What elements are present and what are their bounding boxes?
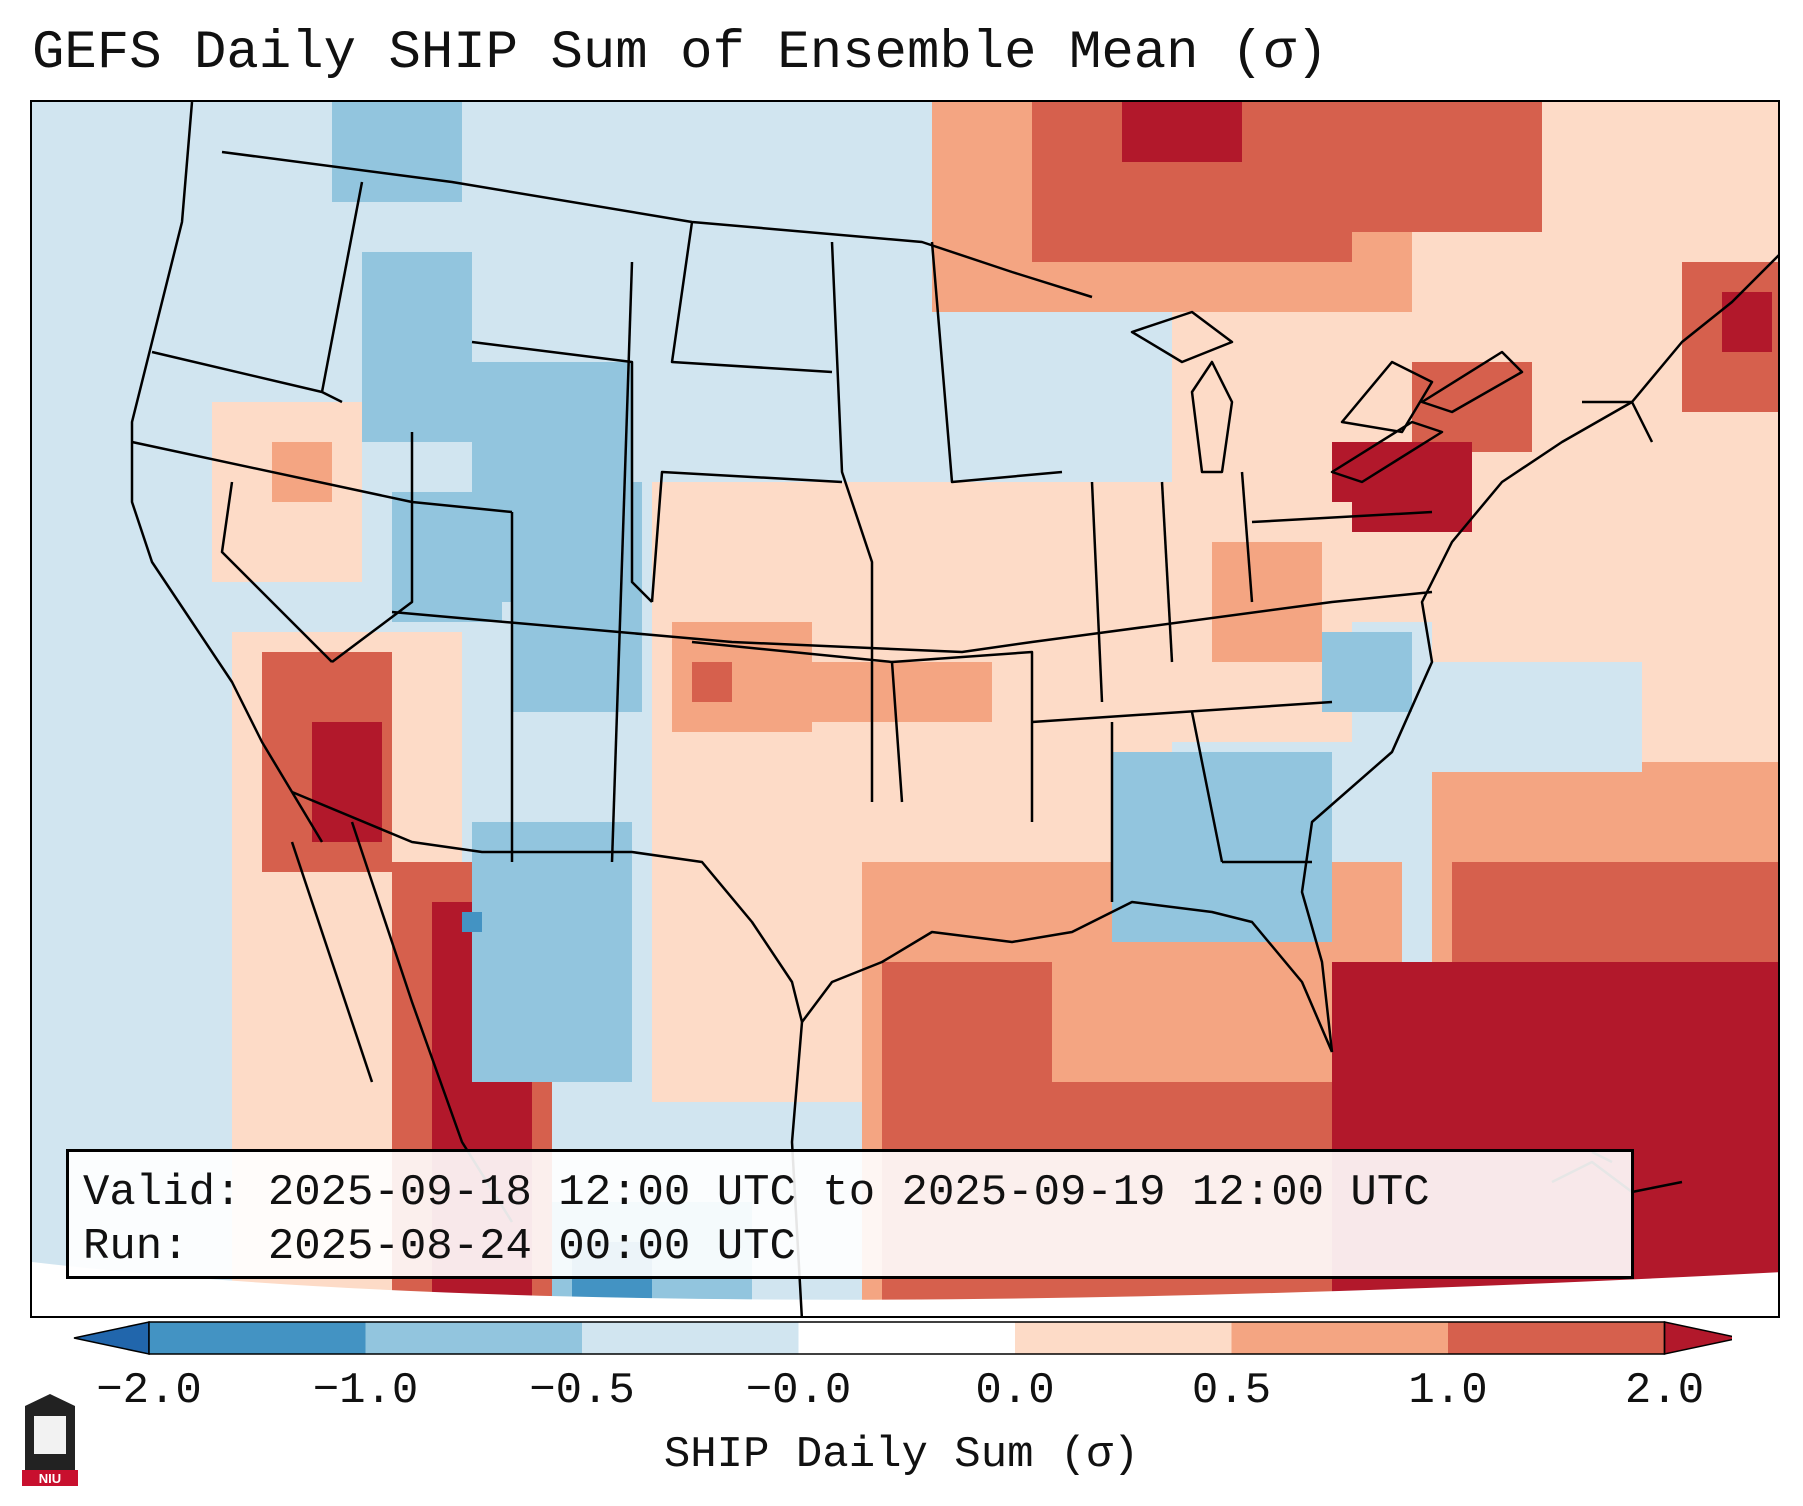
east-coast — [1300, 254, 1778, 1053]
state-line-37n — [391, 590, 1433, 654]
lake-huron — [1340, 360, 1434, 434]
colorbar — [73, 1321, 1732, 1355]
colorbar-tick-label: 0.0 — [975, 1366, 1055, 1416]
figure-title: GEFS Daily SHIP Sum of Ensemble Mean (σ) — [32, 23, 1329, 84]
state-line-nm-tx — [610, 261, 634, 863]
valid-run-box: Valid: 2025-09-18 12:00 UTC to 2025-09-1… — [66, 1149, 1634, 1279]
colorbar-segment — [798, 1322, 1015, 1354]
state-line-ar — [891, 650, 1034, 822]
baja-peninsula — [290, 841, 374, 1083]
colorbar-tick-label: 1.0 — [1408, 1366, 1488, 1416]
colorbar-segment — [149, 1322, 366, 1354]
colorbar-extend-high — [1663, 1321, 1732, 1355]
state-line-oh — [1240, 471, 1254, 603]
colorbar-label: SHIP Daily Sum (σ) — [663, 1430, 1140, 1480]
niu-logo-window — [34, 1416, 66, 1454]
anomaly-sonora-neg — [472, 822, 632, 1082]
map-svg — [32, 102, 1778, 1316]
state-line-in — [1160, 481, 1174, 663]
state-line-mo-ok — [830, 241, 874, 802]
map-panel — [30, 100, 1780, 1318]
state-line-il — [1090, 481, 1104, 703]
anomaly-quebec — [1342, 102, 1542, 232]
niu-logo: NIU — [22, 1394, 78, 1486]
lake-erie — [1330, 420, 1444, 484]
state-line-mn-ia — [930, 241, 1063, 484]
colorbar-segment — [1015, 1322, 1232, 1354]
anomaly-sonora-strong — [462, 912, 482, 932]
anomaly-utah-neg — [392, 492, 502, 622]
state-line-id — [320, 181, 364, 393]
anomaly-carolina-coast-neutral — [1412, 662, 1642, 772]
lake-superior — [1130, 310, 1234, 364]
anomaly-virginia-neg — [1322, 632, 1412, 712]
projection-edge — [32, 1262, 1778, 1316]
state-line-new-england — [1582, 400, 1654, 443]
anomaly-socal-core — [312, 722, 382, 842]
valid-label: Valid: — [83, 1168, 242, 1218]
valid-line: Valid: 2025-09-18 12:00 UTC to 2025-09-1… — [83, 1166, 1631, 1220]
anomaly-ontario-core — [1122, 102, 1242, 162]
anomaly-ohio — [1212, 542, 1322, 662]
gulf-coast — [801, 900, 1334, 1053]
run-label: Run: — [83, 1222, 189, 1272]
state-line-wy — [471, 340, 653, 603]
anomaly-maine-core — [1722, 292, 1772, 352]
niu-logo-band — [22, 1470, 78, 1486]
state-line-pa — [1251, 510, 1433, 524]
anomaly-nevada-mid — [272, 442, 332, 502]
colorbar-tick-label: −2.0 — [96, 1366, 202, 1416]
colorbar-segment — [365, 1322, 582, 1354]
state-line-ca-nv — [220, 481, 333, 663]
colorbar-tick-label: −0.0 — [745, 1366, 852, 1416]
state-line-dakotas — [670, 221, 833, 374]
state-line-ks — [650, 470, 843, 603]
mexico-border — [291, 790, 804, 1023]
anomaly-field — [212, 102, 1778, 1316]
colorbar-tick-label: 0.5 — [1191, 1366, 1272, 1416]
anomaly-colorado-east-core — [692, 662, 732, 702]
colorbar-tick-label: −1.0 — [312, 1366, 419, 1416]
colorbar-segment — [1448, 1322, 1665, 1354]
state-line-tn-ms — [1031, 700, 1333, 724]
run-line: Run: 2025-08-24 00:00 UTC — [83, 1220, 1631, 1274]
state-line-nv-ut — [331, 432, 414, 663]
canada-border — [221, 150, 1093, 299]
colorbar-extend-low — [73, 1321, 150, 1355]
colorbar-border — [148, 1321, 1666, 1355]
colorbar-segment — [1231, 1322, 1448, 1354]
anomaly-montana-neg — [362, 252, 472, 442]
anomaly-lake-erie — [1332, 442, 1472, 532]
anomaly-georgia-neg — [1112, 752, 1332, 942]
colorbar-tick-label: 2.0 — [1624, 1366, 1705, 1416]
lake-michigan — [1190, 360, 1234, 474]
anomaly-idaho-neg — [332, 102, 462, 202]
anomaly-kansas — [812, 662, 992, 722]
west-coast — [130, 102, 324, 843]
valid-time-range: 2025-09-18 12:00 UTC to 2025-09-19 12:00… — [267, 1168, 1430, 1218]
run-time: 2025-08-24 00:00 UTC — [267, 1222, 796, 1272]
niu-logo-text: NIU — [39, 1471, 61, 1486]
state-line-al-ga — [1190, 711, 1224, 863]
colorbar-segment — [582, 1322, 799, 1354]
lake-ontario — [1420, 350, 1524, 414]
colorbar-tick-label: −0.5 — [529, 1366, 635, 1416]
